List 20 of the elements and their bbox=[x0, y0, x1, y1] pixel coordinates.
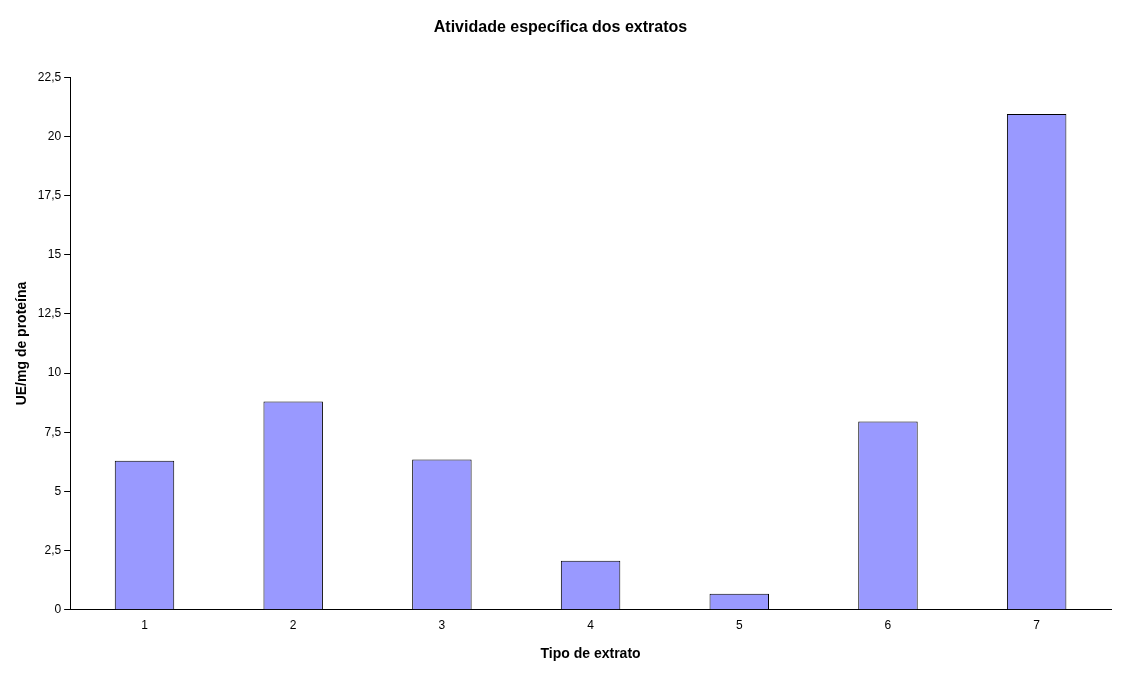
x-tick-label: 3 bbox=[438, 618, 446, 633]
x-tick-label: 4 bbox=[587, 618, 595, 633]
x-tick-label: 5 bbox=[735, 618, 743, 633]
y-tick-label: 0 bbox=[54, 602, 62, 617]
y-tick-label: 17,5 bbox=[37, 187, 62, 202]
y-tick-label: 20 bbox=[47, 128, 62, 143]
x-tick-label: 7 bbox=[1033, 618, 1041, 633]
y-tick-label: 2,5 bbox=[44, 542, 62, 557]
x-tick-label: 2 bbox=[289, 618, 297, 633]
y-tick-label: 12,5 bbox=[37, 306, 62, 321]
x-tick-label: 6 bbox=[884, 618, 892, 633]
y-tick-label: 10 bbox=[47, 365, 62, 380]
y-tick-label: 15 bbox=[47, 247, 62, 262]
x-axis-title: Tipo de extrato bbox=[540, 645, 641, 662]
y-tick-label: 22,5 bbox=[37, 69, 62, 84]
y-axis-title: UE/mg de proteína bbox=[13, 281, 30, 406]
x-tick-label: 1 bbox=[141, 618, 149, 633]
y-tick-label: 7,5 bbox=[44, 424, 62, 439]
chart-title: Atividade específica dos extratos bbox=[433, 18, 688, 36]
y-tick-label: 5 bbox=[54, 483, 62, 498]
